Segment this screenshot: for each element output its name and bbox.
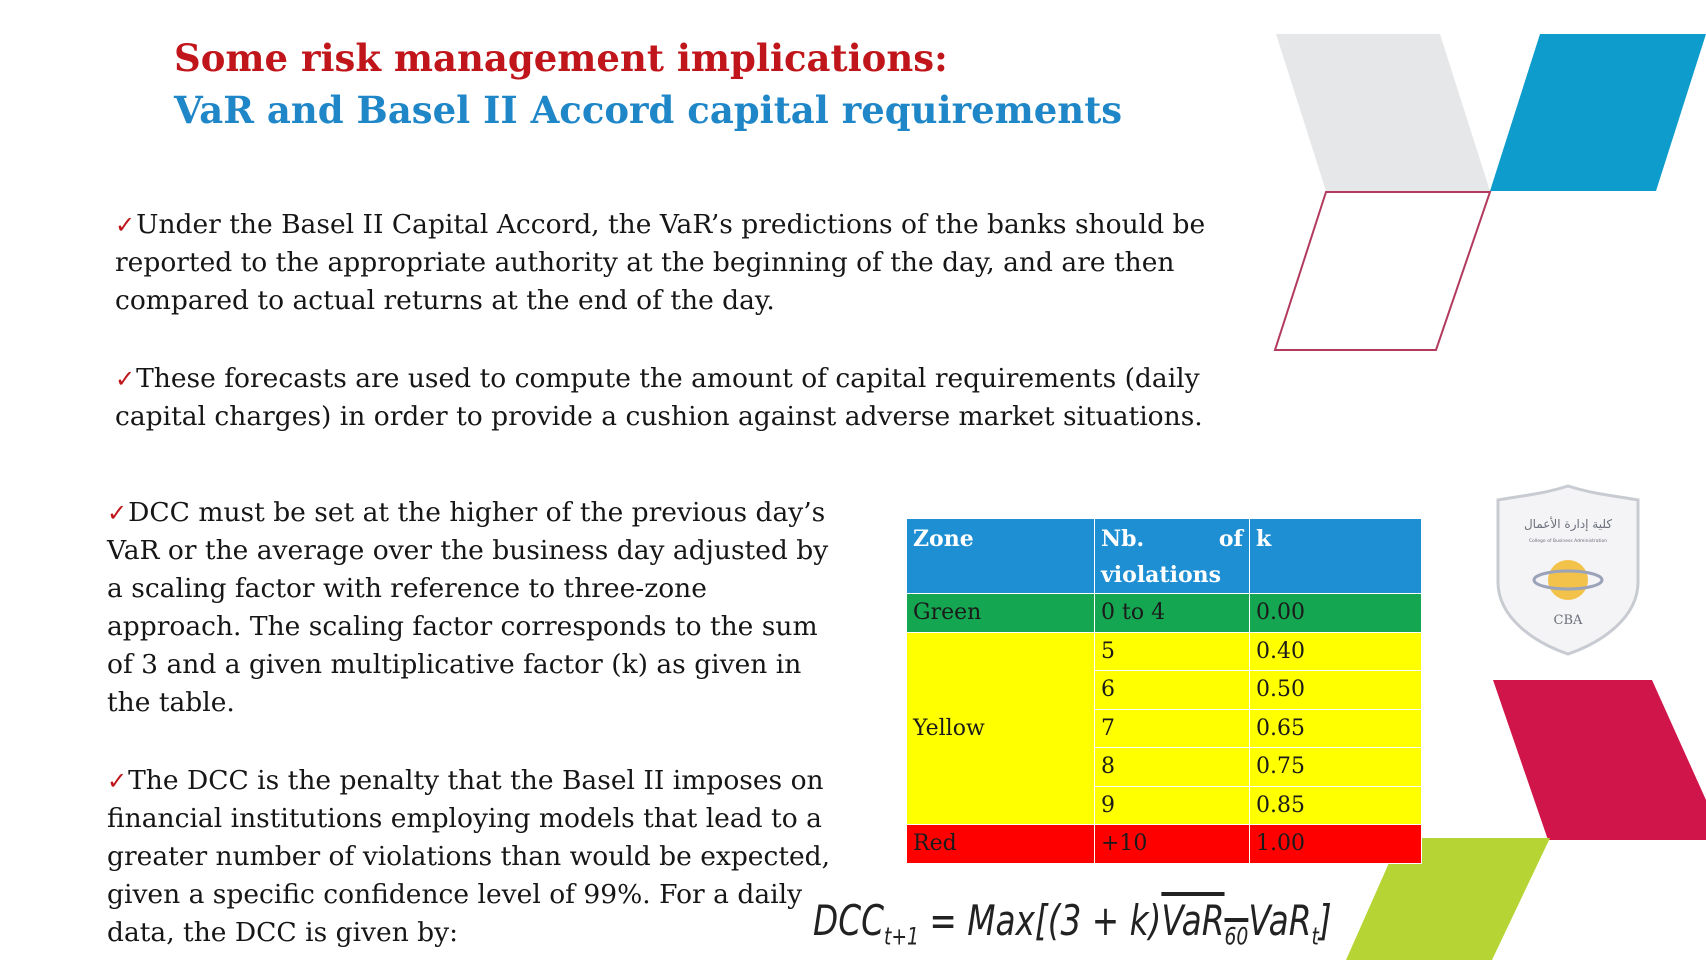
table-header-row: Zone Nb. of violations k xyxy=(906,518,1422,594)
crimson-parallelogram xyxy=(1493,680,1706,840)
bullet-paragraph-4: ✓The DCC is the penalty that the Basel I… xyxy=(107,762,847,952)
header-nb: Nb. xyxy=(1101,526,1145,552)
paragraph-text: The DCC is the penalty that the Basel II… xyxy=(107,765,831,948)
paragraph-text: Under the Basel II Capital Accord, the V… xyxy=(115,209,1206,316)
lime-parallelogram xyxy=(1346,838,1550,960)
zone-cell: Green xyxy=(906,593,1095,633)
logo-globe-icon xyxy=(1548,560,1588,600)
violations-cell: +10 xyxy=(1094,824,1250,864)
logo-english-text: College of Business Administration xyxy=(1529,538,1607,544)
basel-zone-table: Zone Nb. of violations k Green 0 to 4 0.0… xyxy=(906,518,1422,864)
k-cell: 0.50 xyxy=(1249,670,1422,710)
table-row-red: Red +10 1.00 xyxy=(906,824,1422,864)
bullet-paragraph-1: ✓Under the Basel II Capital Accord, the … xyxy=(115,206,1255,320)
k-cell: 0.65 xyxy=(1249,708,1422,748)
header-zone: Zone xyxy=(906,518,1095,594)
violations-cell: 7 xyxy=(1094,708,1250,748)
check-icon: ✓ xyxy=(115,365,136,393)
blue-parallelogram xyxy=(1490,34,1706,191)
zone-cell: Yellow xyxy=(906,631,1095,825)
formula-var60-text: VaR xyxy=(1161,896,1225,945)
table-row-green: Green 0 to 4 0.00 xyxy=(906,593,1422,633)
formula-close: ] xyxy=(1318,896,1332,945)
k-cell: 0.40 xyxy=(1249,631,1422,671)
formula-var60: VaR60 xyxy=(1161,896,1248,950)
bullet-paragraph-3: ✓DCC must be set at the higher of the pr… xyxy=(107,494,847,722)
university-logo: كلية إدارة الأعمال College of Business A… xyxy=(1496,484,1640,656)
formula-lhs: DCC xyxy=(813,896,884,945)
violations-cell: 0 to 4 xyxy=(1094,593,1250,633)
violations-cell: 8 xyxy=(1094,747,1250,787)
table-row-yellow: 9 0.85 xyxy=(907,785,1422,825)
paragraph-text: DCC must be set at the higher of the pre… xyxy=(107,497,829,718)
header-violations: Nb. of violations xyxy=(1094,518,1250,594)
formula-var60-sub: 60 xyxy=(1224,922,1249,951)
check-icon: ✓ xyxy=(107,767,128,795)
formula-eq: = Max[(3 + k) xyxy=(918,896,1162,945)
k-cell: 0.75 xyxy=(1249,747,1422,787)
outline-parallelogram xyxy=(1273,191,1492,351)
k-cell: 1.00 xyxy=(1249,824,1422,864)
formula-lhs-sub: t+1 xyxy=(883,922,919,951)
title-line-1: Some risk management implications: xyxy=(174,36,948,80)
header-violations-word: violations xyxy=(1101,562,1222,588)
header-of: of xyxy=(1218,526,1243,552)
formula-vart: VaR xyxy=(1248,896,1312,945)
violations-cell: 6 xyxy=(1094,670,1250,710)
logo-cba-label: CBA xyxy=(1554,613,1584,628)
violations-cell: 9 xyxy=(1094,785,1250,825)
table-row-yellow: 7 0.65 xyxy=(907,708,1422,748)
header-k: k xyxy=(1249,518,1422,594)
check-icon: ✓ xyxy=(115,211,136,239)
violations-cell: 5 xyxy=(1094,631,1250,671)
check-icon: ✓ xyxy=(107,499,128,527)
table-row-yellow: 8 0.75 xyxy=(907,747,1422,787)
k-cell: 0.00 xyxy=(1249,593,1422,633)
formula-vart-sub: t xyxy=(1311,922,1319,951)
table-row-yellow: Yellow 5 0.40 xyxy=(906,631,1422,825)
logo-arabic-text: كلية إدارة الأعمال xyxy=(1524,516,1612,532)
bullet-paragraph-2: ✓These forecasts are used to compute the… xyxy=(115,360,1255,436)
k-cell: 0.85 xyxy=(1249,785,1422,825)
title-line-2: VaR and Basel II Accord capital requirem… xyxy=(174,88,1123,132)
grey-parallelogram xyxy=(1276,34,1490,191)
table-row-yellow: 6 0.50 xyxy=(907,670,1422,710)
logo-ring-icon xyxy=(1532,569,1604,591)
zone-cell: Red xyxy=(906,824,1095,864)
paragraph-text: These forecasts are used to compute the … xyxy=(115,363,1203,432)
dcc-formula: DCCt+1 = Max[(3 + k)VaR60VaRt] xyxy=(813,896,1332,950)
